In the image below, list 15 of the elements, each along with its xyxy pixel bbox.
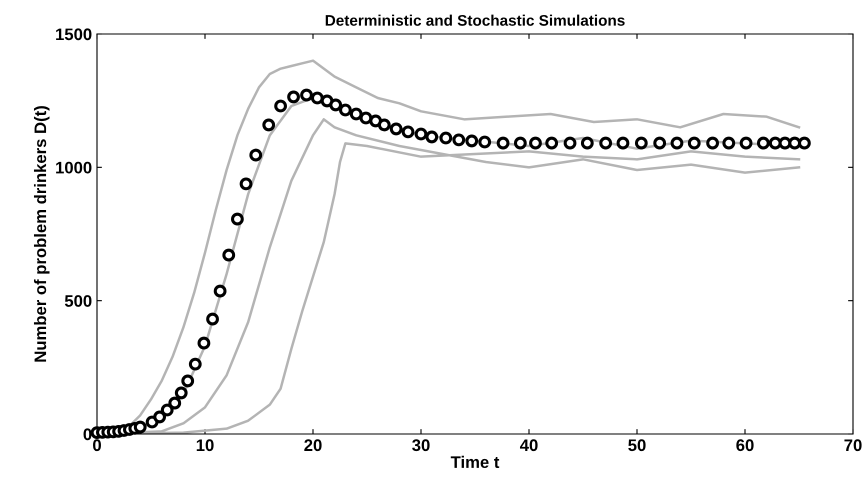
x-tick-label: 30	[412, 439, 430, 452]
y-axis-title: Number of problem drinkers D(t)	[34, 106, 50, 362]
x-tick-label: 40	[520, 439, 538, 452]
x-tick-label: 10	[196, 439, 214, 452]
x-tick-label: 20	[304, 439, 322, 452]
x-tick-label: 50	[628, 439, 646, 452]
y-tick-label: 500	[64, 295, 92, 307]
y-tick-label: 0	[84, 428, 92, 440]
y-tick-label: 1000	[56, 162, 92, 174]
y-tick-label: 1500	[56, 28, 92, 40]
x-tick-label: 70	[844, 439, 862, 452]
x-axis-title: Time t	[450, 456, 500, 468]
chart-title: Deterministic and Stochastic Simulations	[326, 14, 625, 26]
x-tick-label: 60	[736, 439, 754, 452]
x-tick-label: 0	[93, 439, 101, 452]
